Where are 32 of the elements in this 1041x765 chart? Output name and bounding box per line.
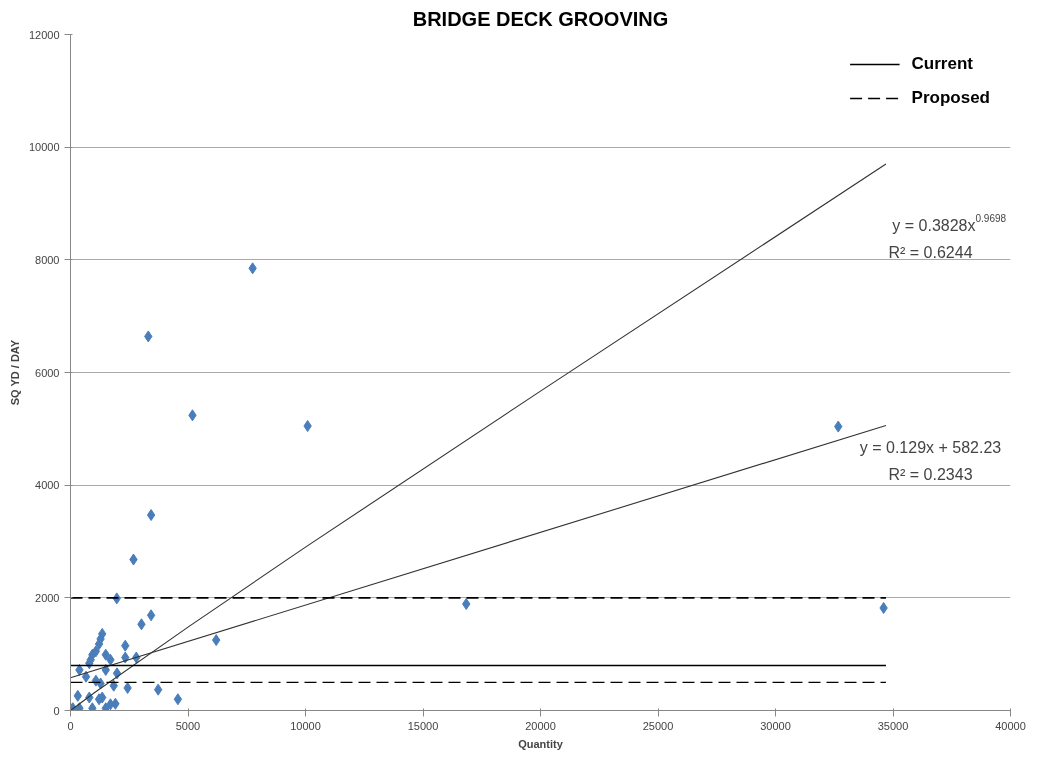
- point: [146, 609, 156, 622]
- y-tick-label: 6000: [35, 366, 60, 379]
- legend-label: Current: [911, 54, 973, 74]
- legend-label: Proposed: [911, 88, 990, 108]
- x-tick-label: 20000: [525, 719, 556, 732]
- line-series: [70, 163, 887, 711]
- x-tick-label: 0: [67, 719, 74, 732]
- point: [153, 683, 163, 696]
- x-tick-label: 10000: [290, 719, 321, 732]
- y-tick-label: 2000: [35, 591, 60, 604]
- annotation: R² = 0.2343: [888, 466, 973, 483]
- point: [146, 509, 156, 522]
- chart-title: BRIDGE DECK GROOVING: [412, 7, 669, 30]
- point: [88, 702, 97, 711]
- point: [101, 702, 110, 711]
- point: [173, 693, 183, 706]
- x-tick-label: 30000: [760, 719, 791, 732]
- y-tick-label: 8000: [35, 253, 60, 266]
- x-tick-label: 25000: [642, 719, 674, 732]
- x-tick-label: 5000: [175, 719, 201, 732]
- y-tick-label: 0: [53, 704, 60, 717]
- annotation: R² = 0.6244: [888, 244, 973, 261]
- x-tick-label: 15000: [407, 719, 439, 732]
- y-axis-title: SQ YD / DAY: [8, 339, 21, 406]
- point: [75, 702, 84, 711]
- y-tick-label: 4000: [35, 479, 60, 492]
- y-tick-label: 10000: [28, 141, 60, 154]
- x-axis-title: Quantity: [518, 737, 564, 750]
- annotation: y = 0.129x + 582.23: [859, 439, 1002, 456]
- x-tick-label: 40000: [995, 719, 1026, 732]
- y-tick-label: 12000: [28, 28, 60, 41]
- x-tick-label: 35000: [877, 719, 909, 732]
